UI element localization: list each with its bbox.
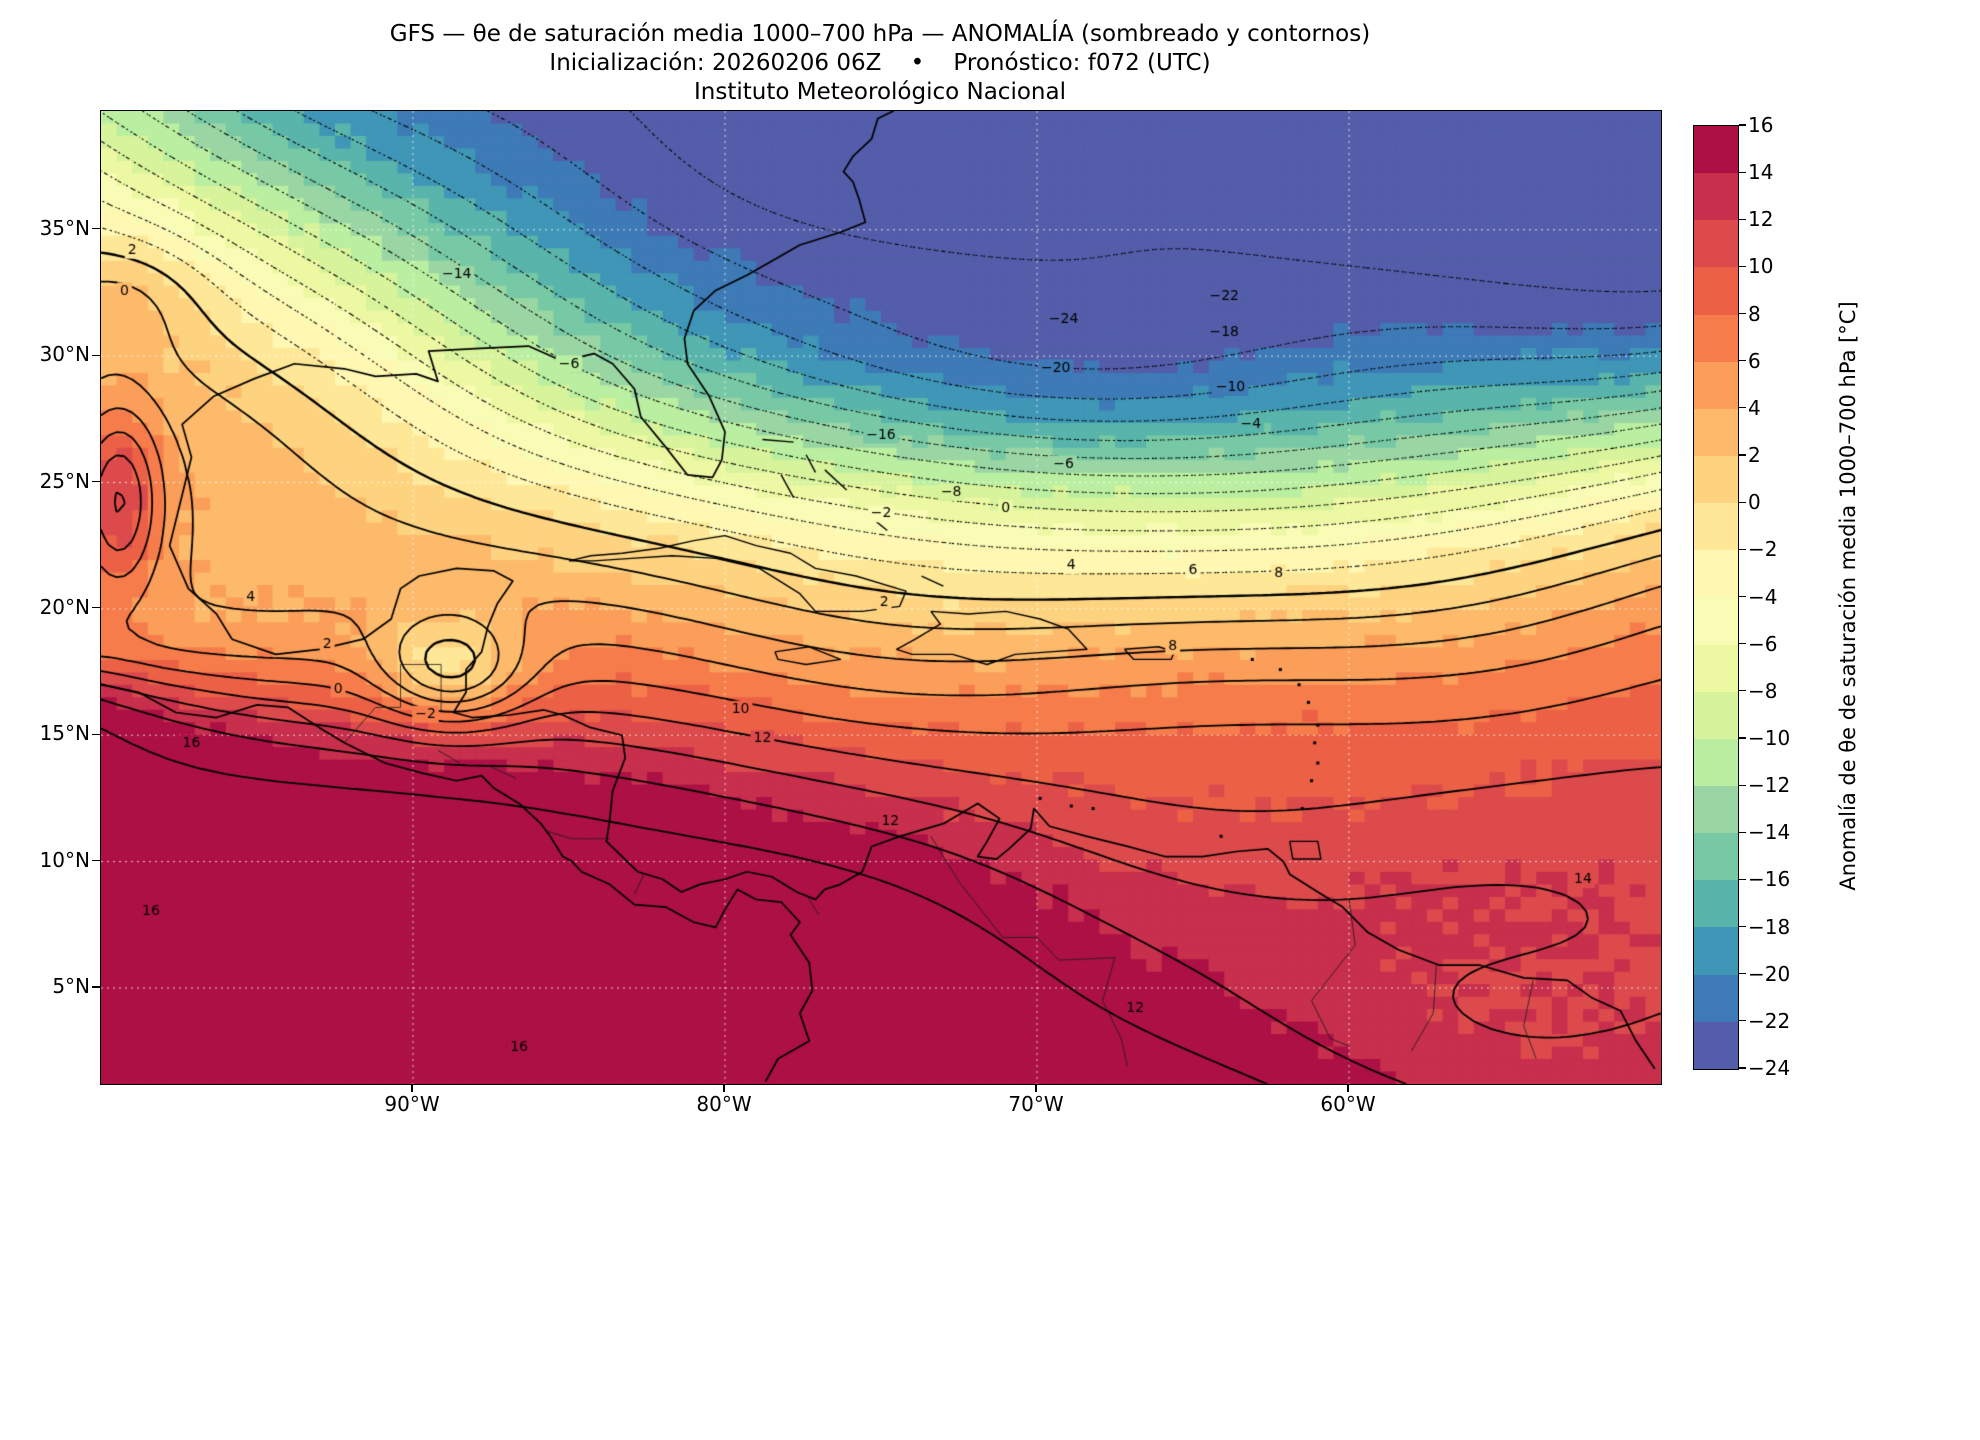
colorbar-label: Anomalía de θe de saturación media 1000–… — [1836, 301, 1860, 891]
colorbar-tick-mark — [1739, 501, 1746, 503]
colorbar-tick-label: 4 — [1748, 395, 1761, 420]
colorbar-tick-label: 6 — [1748, 348, 1761, 373]
y-tick-mark — [92, 860, 100, 862]
colorbar-tick-label: −2 — [1748, 537, 1778, 562]
colorbar-tick-label: −6 — [1748, 631, 1778, 656]
colorbar-tick-label: −10 — [1748, 725, 1791, 750]
colorbar-tick-mark — [1739, 454, 1746, 456]
colorbar-band — [1694, 833, 1738, 881]
colorbar-tick-mark — [1739, 407, 1746, 409]
chart-title: GFS — θe de saturación media 1000–700 hP… — [389, 21, 1371, 47]
anomaly-map-canvas — [100, 110, 1662, 1085]
colorbar-tick-label: 12 — [1748, 207, 1774, 232]
colorbar-tick-label: −20 — [1748, 961, 1791, 986]
colorbar-tick-mark — [1739, 313, 1746, 315]
x-tick-label: 70°W — [1008, 1092, 1064, 1116]
x-tick-label: 90°W — [384, 1092, 440, 1116]
colorbar-band — [1694, 550, 1738, 598]
colorbar-tick-mark — [1739, 690, 1746, 692]
colorbar-tick-mark — [1739, 831, 1746, 833]
x-tick-label: 60°W — [1320, 1092, 1376, 1116]
colorbar-tick-mark — [1739, 548, 1746, 550]
colorbar-tick-mark — [1739, 1067, 1746, 1069]
colorbar-tick-label: 8 — [1748, 301, 1761, 326]
colorbar-tick-label: 16 — [1748, 113, 1774, 137]
colorbar-tick-label: 0 — [1748, 490, 1761, 515]
x-tick-mark — [723, 1084, 725, 1092]
colorbar-tick-mark — [1739, 171, 1746, 173]
x-tick-mark — [411, 1084, 413, 1092]
colorbar-tick-label: 14 — [1748, 160, 1774, 185]
y-tick-label: 20°N — [39, 594, 90, 619]
colorbar-band — [1694, 126, 1738, 174]
y-tick-label: 35°N — [39, 215, 90, 240]
colorbar-tick-label: −24 — [1748, 1056, 1791, 1080]
colorbar-tick-mark — [1739, 643, 1746, 645]
colorbar-tick-label: −22 — [1748, 1008, 1791, 1033]
colorbar-tick-mark — [1739, 595, 1746, 598]
colorbar-tick-mark — [1739, 878, 1746, 880]
x-tick-mark — [1347, 1084, 1349, 1092]
y-tick-mark — [92, 607, 100, 609]
colorbar-band — [1694, 974, 1738, 1022]
colorbar-tick-label: 2 — [1748, 443, 1761, 468]
y-tick-label: 5°N — [52, 973, 90, 998]
colorbar-band — [1694, 361, 1738, 409]
colorbar-tick-label: −4 — [1748, 584, 1778, 609]
colorbar-band — [1694, 455, 1738, 504]
colorbar-band — [1694, 644, 1738, 692]
colorbar-tick-label: −18 — [1748, 914, 1791, 939]
colorbar-tick-mark — [1739, 218, 1746, 220]
colorbar-tick-mark — [1739, 784, 1746, 786]
colorbar-band — [1694, 267, 1738, 315]
y-tick-label: 30°N — [39, 342, 90, 367]
colorbar-tick-mark — [1739, 925, 1746, 928]
colorbar-tick-mark — [1739, 737, 1746, 739]
x-tick-mark — [1035, 1084, 1037, 1092]
y-tick-mark — [92, 480, 100, 483]
colorbar-tick-label: −14 — [1748, 820, 1791, 845]
colorbar-band — [1694, 880, 1738, 928]
colorbar-tick-label: 10 — [1748, 254, 1774, 279]
colorbar-tick-mark — [1739, 973, 1746, 975]
colorbar-tick-mark — [1739, 1020, 1746, 1022]
colorbar-band — [1694, 220, 1738, 268]
colorbar-tick-mark — [1739, 124, 1746, 126]
colorbar-tick-mark — [1739, 265, 1746, 268]
colorbar-band — [1694, 785, 1738, 834]
colorbar — [1693, 125, 1739, 1070]
chart-institution: Instituto Meteorológico Nacional — [694, 79, 1066, 105]
colorbar-tick-label: −8 — [1748, 678, 1778, 703]
colorbar-tick-mark — [1739, 360, 1746, 362]
colorbar-bands — [1694, 126, 1738, 1069]
y-tick-mark — [92, 228, 100, 230]
colorbar-band — [1694, 691, 1738, 739]
colorbar-band — [1694, 314, 1738, 362]
y-tick-label: 10°N — [39, 847, 90, 872]
y-tick-label: 25°N — [39, 468, 90, 493]
y-tick-label: 15°N — [39, 721, 90, 746]
y-tick-mark — [92, 986, 100, 988]
y-tick-mark — [92, 354, 100, 356]
colorbar-band — [1694, 597, 1738, 645]
colorbar-band — [1694, 1021, 1738, 1069]
colorbar-band — [1694, 173, 1738, 221]
y-tick-mark — [92, 733, 100, 735]
colorbar-band — [1694, 738, 1738, 786]
colorbar-band — [1694, 927, 1738, 975]
colorbar-tick-label: −16 — [1748, 867, 1791, 892]
colorbar-band — [1694, 408, 1738, 456]
chart-subtitle: Inicialización: 20260206 06Z • Pronóstic… — [549, 50, 1211, 76]
figure-titles: GFS — θe de saturación media 1000–700 hP… — [100, 20, 1660, 107]
colorbar-tick-label: −12 — [1748, 773, 1791, 798]
x-tick-label: 80°W — [696, 1092, 752, 1116]
colorbar-band — [1694, 503, 1738, 551]
